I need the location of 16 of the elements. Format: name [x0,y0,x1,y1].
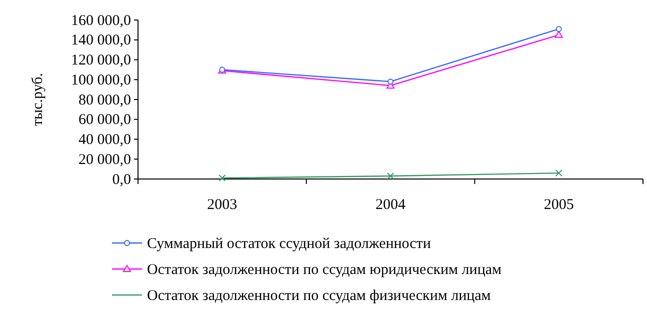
x-tick-label: 2004 [376,197,406,213]
x-tick-label: 2005 [544,197,574,213]
legend-label: Остаток задолженности по ссудам физическим лицам [147,288,492,304]
y-tick-label: 140 000,0 [71,32,131,49]
y-tick-label: 40 000,0 [78,132,131,148]
y-tick-label: 20 000,0 [78,152,131,168]
y-tick-label: 120 000,0 [71,52,131,69]
y-tick-label: 60 000,0 [78,112,131,128]
y-tick-label: 100 000,0 [71,72,131,88]
x-tick-label: 2003 [207,197,238,213]
legend-label: Остаток задолженности по ссудам юридическим лицам [147,262,502,278]
legend-label: Суммарный остаток ссудной задолженности [147,236,431,252]
y-tick-label: 160 000,0 [71,12,131,29]
y-axis-title: тыс.руб. [30,72,46,126]
y-tick-label: 0,0 [112,172,131,188]
y-tick-label: 80 000,0 [78,92,131,108]
